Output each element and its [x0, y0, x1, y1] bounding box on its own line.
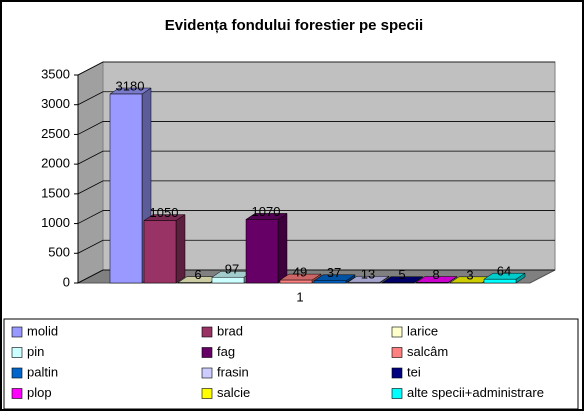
bar — [109, 93, 143, 284]
grid-line — [77, 150, 555, 165]
bar — [313, 280, 347, 284]
legend-swatch — [11, 367, 23, 379]
grid-line — [77, 210, 555, 224]
legend-label: plop — [27, 385, 52, 400]
legend-swatch — [11, 388, 23, 399]
bar — [245, 219, 279, 284]
grid-line — [77, 269, 555, 284]
y-tick-label: 3000 — [41, 96, 70, 111]
legend-label: salcâm — [407, 344, 448, 359]
legend-label: alte specii+administrare — [407, 385, 544, 400]
legend-label: larice — [407, 323, 438, 338]
legend-swatch — [391, 347, 403, 358]
legend-label: molid — [27, 323, 58, 338]
legend-label: frasin — [217, 364, 249, 379]
grid-line — [77, 91, 555, 106]
grid-line — [77, 239, 555, 254]
legend-swatch — [201, 326, 213, 338]
chart-title: Evidența fondului forestier pe specii — [165, 17, 423, 34]
legend-swatch — [11, 347, 23, 358]
y-tick-label: 0 — [63, 274, 70, 289]
y-tick-label: 2000 — [41, 156, 70, 171]
grid-line — [77, 180, 555, 195]
bar — [279, 279, 313, 284]
legend-box — [3, 318, 579, 410]
data-label: 5 — [398, 267, 405, 282]
data-label: 1070 — [252, 204, 281, 219]
y-tick-label: 500 — [48, 245, 70, 260]
data-label: 13 — [361, 267, 375, 282]
legend-swatch — [391, 367, 403, 379]
bar — [211, 276, 245, 284]
y-tick-label: 3500 — [41, 66, 70, 81]
grid-line — [77, 61, 555, 76]
data-label: 1050 — [150, 205, 179, 220]
bar-side — [175, 214, 186, 284]
data-label: 8 — [432, 267, 439, 282]
data-label: 49 — [293, 265, 307, 280]
bar-side — [277, 212, 288, 284]
legend-swatch — [11, 326, 23, 338]
x-tick-label: 1 — [296, 289, 303, 304]
legend-label: pin — [27, 344, 44, 359]
y-tick-label: 1500 — [41, 185, 70, 200]
data-label: 37 — [327, 265, 341, 280]
bar — [143, 220, 177, 284]
legend-swatch — [201, 347, 213, 358]
legend-label: salcie — [217, 385, 250, 400]
data-label: 6 — [194, 267, 201, 282]
data-label: 97 — [225, 262, 239, 277]
grid-line — [77, 121, 555, 135]
legend-label: fag — [217, 344, 235, 359]
legend-swatch — [391, 388, 403, 399]
legend-label: brad — [217, 323, 243, 338]
legend-label: tei — [407, 364, 421, 379]
side-wall — [77, 61, 104, 284]
y-tick-label: 1000 — [41, 215, 70, 230]
bar — [483, 278, 517, 284]
data-label: 3180 — [116, 78, 145, 93]
y-tick-label: 2500 — [41, 126, 70, 141]
legend-label: paltin — [27, 364, 58, 379]
legend-swatch — [201, 388, 213, 399]
data-label: 64 — [497, 264, 511, 279]
legend-swatch — [201, 367, 213, 379]
bar — [347, 281, 381, 284]
data-label: 3 — [466, 267, 473, 282]
legend-swatch — [391, 326, 403, 338]
